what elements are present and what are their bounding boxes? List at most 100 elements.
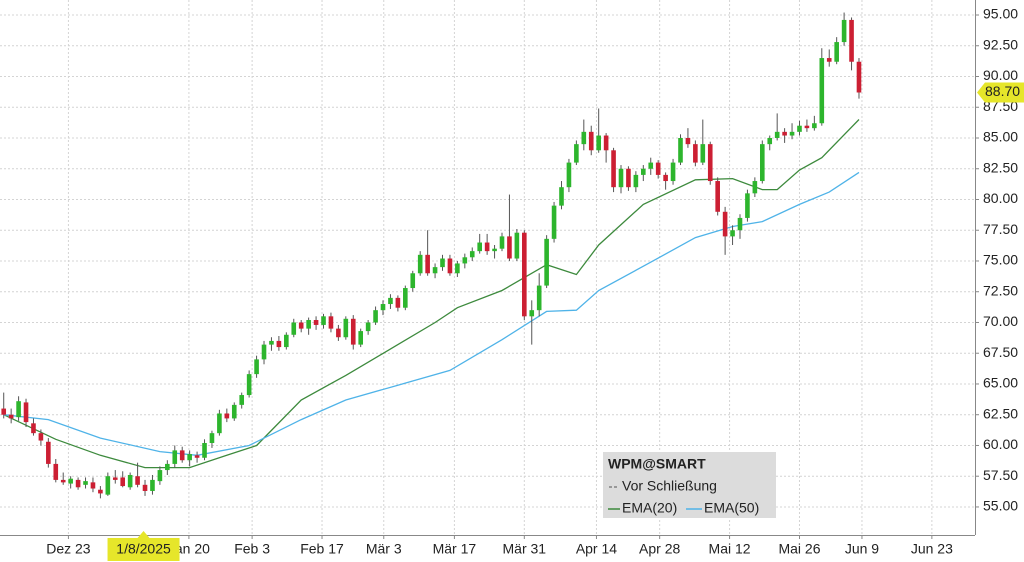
y-tick-label: 95.00 <box>983 6 1018 22</box>
candle-body <box>269 340 274 345</box>
y-tick-label: 77.50 <box>983 221 1018 237</box>
candle-body <box>217 413 222 434</box>
candle-body <box>603 135 609 151</box>
ema-line <box>3 119 860 469</box>
candle-body <box>395 297 401 308</box>
candle-body <box>127 474 133 488</box>
candle-body <box>284 334 289 348</box>
candle-body <box>83 481 88 485</box>
candle-body <box>700 144 706 163</box>
candle-body <box>432 267 438 274</box>
candle-body <box>135 476 140 485</box>
candle-body <box>596 135 601 151</box>
candle-body <box>417 254 423 274</box>
candle-body <box>291 322 297 335</box>
x-tick-label: Jun 23 <box>911 541 953 557</box>
x-tick-label: Mär 3 <box>366 541 402 557</box>
candle-body <box>477 242 482 252</box>
candle-body <box>194 455 200 458</box>
x-tick-label: Feb 3 <box>234 541 270 557</box>
x-tick-label: Mär 31 <box>503 541 547 557</box>
candle-body <box>499 236 505 249</box>
candle-body <box>388 297 393 305</box>
candle-body <box>626 168 631 188</box>
candle-body <box>105 476 111 495</box>
y-tick-label: 72.50 <box>983 282 1018 298</box>
candle-body <box>373 310 378 323</box>
legend: WPM@SMART Vor Schließung EMA(20) EMA(50) <box>603 452 776 518</box>
candle-body <box>522 232 527 317</box>
x-tick-label: Jun 9 <box>845 541 879 557</box>
candle-body <box>298 322 304 329</box>
candle-body <box>68 478 73 484</box>
candle-body <box>142 484 148 491</box>
candle-body <box>693 144 698 163</box>
candle-body <box>98 489 103 494</box>
x-tick-label: Apr 14 <box>576 541 617 557</box>
y-tick-label: 60.00 <box>983 436 1018 452</box>
candle-body <box>752 181 758 194</box>
y-tick-label: 70.00 <box>983 313 1018 329</box>
candle-body <box>812 123 817 129</box>
candle-body <box>507 236 512 259</box>
candle-body <box>343 318 349 338</box>
candle-body <box>8 414 14 419</box>
candle-body <box>849 19 854 62</box>
candle-body <box>380 304 386 311</box>
y-tick-label: 55.00 <box>983 498 1018 514</box>
candle-body <box>306 320 311 329</box>
price-label: 88.70 <box>985 83 1020 99</box>
candle-body <box>536 285 542 311</box>
x-tick-label: Mai 26 <box>778 541 820 557</box>
ema-lines <box>3 119 860 469</box>
y-tick-label: 85.00 <box>983 129 1018 145</box>
candle-body <box>358 331 364 345</box>
candle-body <box>23 402 29 423</box>
candle-body <box>150 479 155 491</box>
candle-body <box>581 131 587 145</box>
candle-body <box>767 137 773 145</box>
candle-body <box>38 433 44 441</box>
candle-body <box>834 42 839 62</box>
candle-body <box>789 131 795 136</box>
legend-label: EMA(20) <box>622 500 677 516</box>
candle-body <box>841 19 847 43</box>
candle-body <box>187 454 192 461</box>
candle-body <box>172 450 178 464</box>
candle-body <box>819 58 825 124</box>
candle-body <box>559 187 564 206</box>
candle-body <box>410 273 416 289</box>
candle-body <box>730 230 735 237</box>
candle-body <box>782 131 787 136</box>
candle-body <box>737 217 743 231</box>
candle-body <box>321 316 326 325</box>
candle-body <box>447 258 453 274</box>
candle-body <box>239 395 245 405</box>
ema-line <box>3 171 860 456</box>
candle-body <box>715 181 720 212</box>
candle-body <box>685 137 691 145</box>
crosshair-label: 1/8/2025 <box>116 541 171 557</box>
candle-body <box>856 61 862 93</box>
candle-body <box>16 401 21 418</box>
candle-body <box>336 328 341 338</box>
y-tick-label: 90.00 <box>983 67 1018 83</box>
candle-body <box>75 479 81 488</box>
candle-body <box>350 318 356 345</box>
candle-body <box>648 162 654 169</box>
y-tick-label: 82.50 <box>983 159 1018 175</box>
candle-body <box>328 316 334 329</box>
candle-body <box>566 162 572 188</box>
candle-body <box>797 125 802 132</box>
candle-body <box>165 463 170 471</box>
candle-body <box>804 125 810 129</box>
candle-body <box>641 168 646 175</box>
candles <box>1 12 862 499</box>
candle-body <box>209 433 215 444</box>
y-tick-label: 92.50 <box>983 36 1018 52</box>
candle-body <box>678 137 683 163</box>
candle-body <box>224 413 230 419</box>
candle-body <box>759 144 765 182</box>
